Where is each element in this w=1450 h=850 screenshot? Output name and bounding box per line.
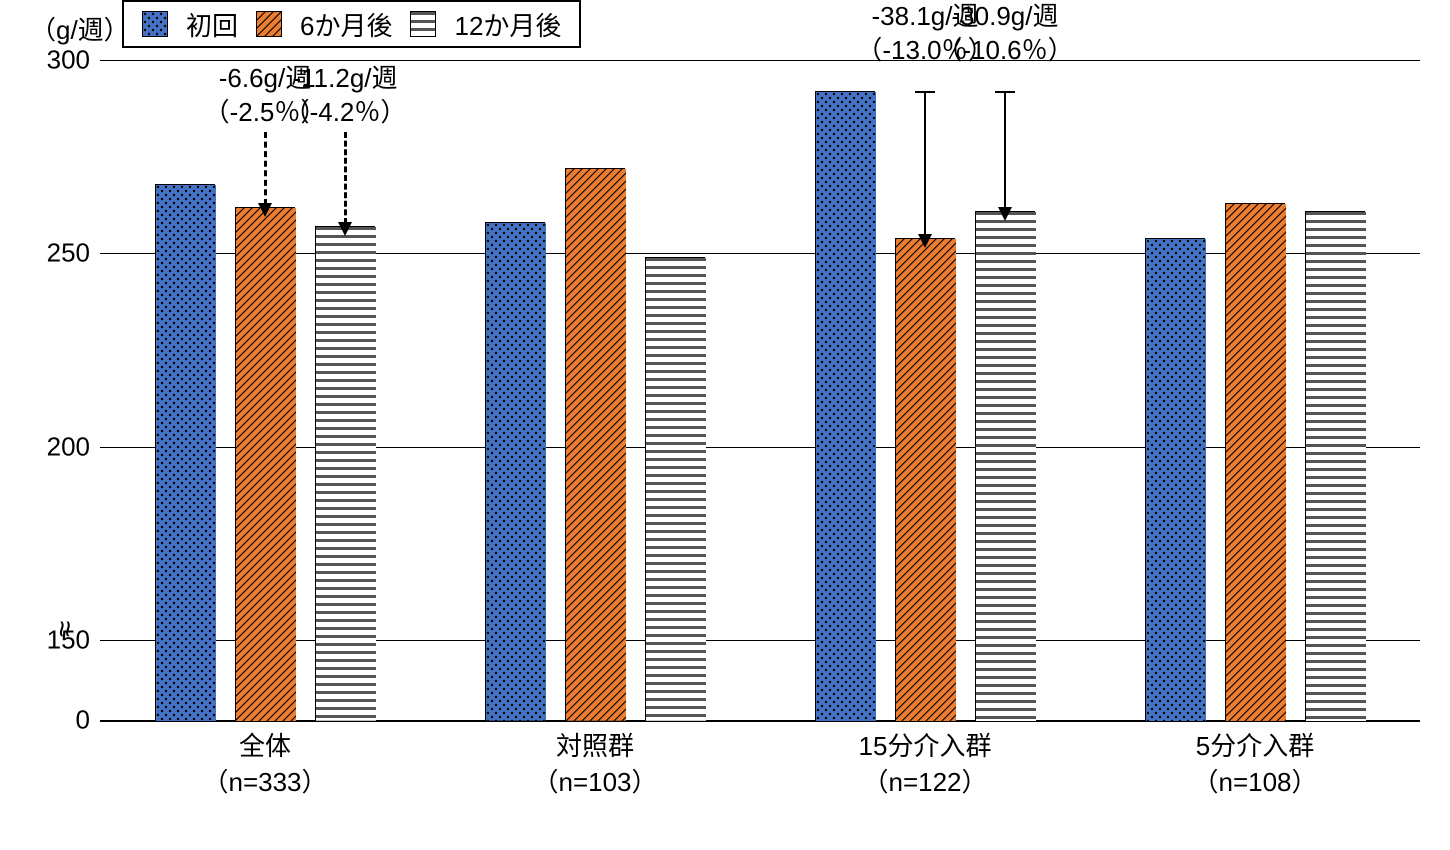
bar-int5-t6 <box>1225 203 1285 720</box>
bar-all-t12 <box>315 226 375 720</box>
x-label-ctrl: 対照群（n=103） <box>430 728 760 801</box>
chart-legend: 初回 6か月後 12か月後 <box>122 0 581 48</box>
gridline <box>100 447 1420 448</box>
y-tick-label: 300 <box>30 45 90 76</box>
y-tick-label: 200 <box>30 431 90 462</box>
bar-int15-t6 <box>895 238 955 720</box>
y-tick-label: 150 <box>30 625 90 656</box>
bar-int5-t0 <box>1145 238 1205 720</box>
annotation-int15-t12: -30.9g/週（-10.6％） <box>915 0 1095 68</box>
bar-int15-t12 <box>975 211 1035 720</box>
alcohol-intake-chart: （g/週） 初回 6か月後 12か月後 ≈ 0150200250300全体（n=… <box>0 0 1450 850</box>
bar-all-t0 <box>155 184 215 720</box>
bar-int15-t0 <box>815 91 875 720</box>
legend-label-t0: 初回 <box>186 6 238 43</box>
gridline <box>100 640 1420 641</box>
legend-swatch-t0 <box>142 11 168 37</box>
gridline <box>100 253 1420 254</box>
annotation-all-t12: -11.2g/週（-4.2％） <box>255 62 435 130</box>
bar-ctrl-t12 <box>645 257 705 720</box>
arrow-origin-tick <box>915 91 935 93</box>
bar-ctrl-t6 <box>565 168 625 720</box>
legend-swatch-t12 <box>410 11 436 37</box>
y-tick-label: 0 <box>30 705 90 736</box>
legend-swatch-t6 <box>256 11 282 37</box>
y-tick-label: 250 <box>30 238 90 269</box>
y-axis-unit: （g/週） <box>30 10 130 47</box>
bar-ctrl-t0 <box>485 222 545 720</box>
bar-all-t6 <box>235 207 295 720</box>
gridline <box>100 60 1420 61</box>
x-label-int15: 15分介入群（n=122） <box>760 728 1090 801</box>
x-label-int5: 5分介入群（n=108） <box>1090 728 1420 801</box>
plot-area <box>100 60 1420 722</box>
bar-int5-t12 <box>1305 211 1365 720</box>
legend-label-t6: 6か月後 <box>300 6 392 43</box>
x-label-all: 全体（n=333） <box>100 728 430 801</box>
arrow-origin-tick <box>995 91 1015 93</box>
legend-label-t12: 12か月後 <box>454 6 561 43</box>
